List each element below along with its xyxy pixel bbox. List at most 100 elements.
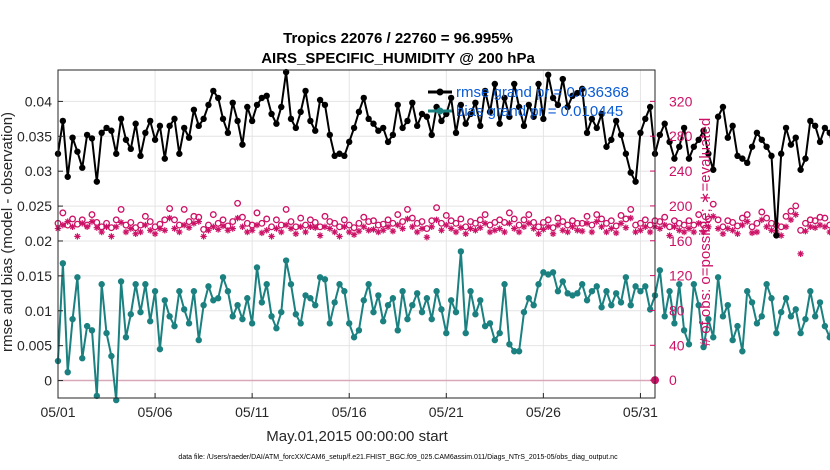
rmse-point xyxy=(632,178,639,185)
obs-possible-point xyxy=(404,205,411,213)
rmse-point xyxy=(219,115,227,123)
rmse-line xyxy=(57,71,830,237)
bias-point xyxy=(379,318,387,325)
obs-evaluated-point xyxy=(452,228,460,236)
obs-evaluated-point xyxy=(583,220,591,227)
obs-possible-point xyxy=(821,214,829,222)
rmse-point xyxy=(782,124,790,132)
obs-evaluated-point xyxy=(370,226,377,233)
rmse-point xyxy=(763,143,770,150)
obs-evaluated-point xyxy=(355,227,363,235)
rmse-point xyxy=(802,155,809,162)
obs-possible-point xyxy=(282,205,290,213)
x-axis-label: May.01,2015 00:00:00 start xyxy=(266,428,448,445)
bias-point xyxy=(530,301,537,309)
rmse-point xyxy=(768,152,775,160)
obs-possible-point xyxy=(549,224,557,232)
legend-bias-marker xyxy=(436,107,444,115)
bias-point xyxy=(506,341,513,348)
rmse-point xyxy=(535,80,542,88)
obs-evaluated-point xyxy=(166,214,173,222)
bias-point xyxy=(773,329,780,337)
rmse-point xyxy=(603,143,610,150)
chart-title: Tropics 22076 / 22760 = 96.995% xyxy=(283,30,513,47)
bias-point xyxy=(588,288,596,295)
rmse-point xyxy=(501,94,508,102)
rmse-point xyxy=(326,131,334,139)
y-right-tick-label: 160 xyxy=(669,233,693,249)
bias-point xyxy=(64,368,71,376)
obs-possible-point xyxy=(340,216,348,224)
bias-point xyxy=(598,304,605,311)
bias-point xyxy=(127,311,135,318)
bias-point xyxy=(263,281,270,288)
obs-possible-point xyxy=(782,212,790,220)
rmse-point xyxy=(472,99,479,107)
obs-evaluated-point xyxy=(341,223,348,231)
obs-possible-point xyxy=(481,211,489,219)
obs-evaluated-point xyxy=(787,216,795,224)
obs-evaluated-point xyxy=(642,223,649,231)
rmse-point xyxy=(248,117,256,125)
x-tick-label: 05/16 xyxy=(332,404,367,420)
obs-possible-point xyxy=(238,213,246,221)
obs-evaluated-point xyxy=(350,231,358,238)
bias-point xyxy=(554,288,562,295)
bias-point xyxy=(278,308,285,316)
obs-possible-point xyxy=(525,211,533,219)
obs-evaluated-point xyxy=(530,225,537,232)
obs-evaluated-point xyxy=(69,223,76,231)
obs-possible-point xyxy=(311,219,319,226)
obs-evaluated-point xyxy=(200,233,207,240)
x-tick-label: 05/31 xyxy=(623,404,658,420)
rmse-point xyxy=(137,152,144,160)
rmse-point xyxy=(409,99,416,107)
bias-point xyxy=(729,336,736,344)
bias-point xyxy=(346,320,353,327)
bias-point xyxy=(661,313,668,320)
bias-point xyxy=(282,257,290,264)
bias-point xyxy=(195,336,202,344)
obs-evaluated-point xyxy=(316,232,324,239)
bias-point xyxy=(642,283,649,290)
rmse-point xyxy=(147,117,154,125)
rmse-point xyxy=(705,150,712,157)
rmse-point xyxy=(360,94,367,102)
obs-possible-point xyxy=(93,219,101,226)
obs-possible-point xyxy=(802,219,809,227)
rmse-point xyxy=(540,115,547,123)
obs-possible-point xyxy=(471,219,479,227)
bias-point xyxy=(360,297,367,304)
obs-evaluated-point xyxy=(122,228,130,236)
obs-evaluated-point xyxy=(481,220,489,227)
bias-point xyxy=(811,313,819,320)
rmse-point xyxy=(394,101,401,109)
bias-point xyxy=(714,274,722,281)
rmse-point xyxy=(384,138,392,146)
obs-evaluated-point xyxy=(782,223,790,231)
bias-point xyxy=(559,278,566,285)
bias-point xyxy=(768,295,775,302)
bias-point xyxy=(671,320,678,327)
obs-possible-point xyxy=(379,220,387,228)
obs-evaluated-point xyxy=(748,229,756,237)
rmse-point xyxy=(646,103,654,111)
rmse-point xyxy=(185,134,193,141)
y-right-tick-label: 200 xyxy=(669,198,693,214)
rmse-point xyxy=(559,75,566,83)
obs-evaluated-point xyxy=(710,213,717,220)
bias-point xyxy=(438,306,445,313)
legend-bias-label: bias grand pr = 0.010445 xyxy=(456,103,623,120)
obs-evaluated-point xyxy=(734,230,741,237)
obs-evaluated-point xyxy=(147,227,154,234)
obs-possible-point xyxy=(729,219,737,226)
rmse-point xyxy=(787,141,795,148)
obs-evaluated-point xyxy=(404,215,411,223)
obs-evaluated-point xyxy=(535,230,542,237)
obs-possible-point xyxy=(510,215,518,223)
obs-possible-point xyxy=(452,219,460,227)
bias-point xyxy=(447,297,455,304)
bias-point xyxy=(409,301,416,309)
bias-point xyxy=(248,320,256,327)
rmse-point xyxy=(574,89,581,97)
